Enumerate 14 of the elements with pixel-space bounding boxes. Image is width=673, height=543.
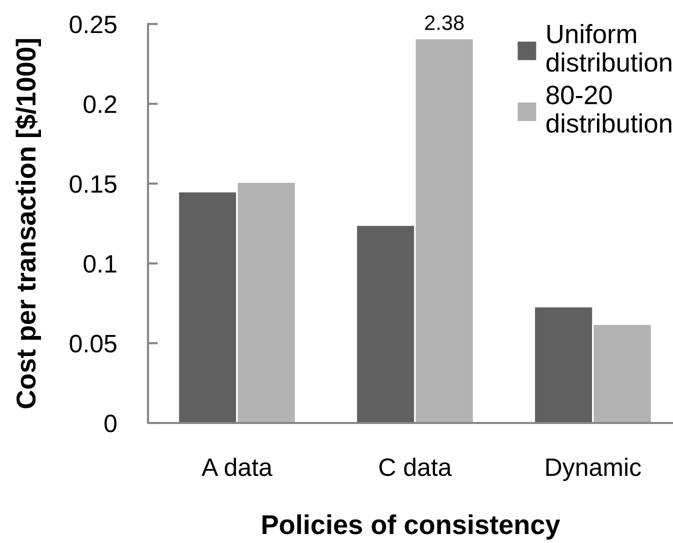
y-tick-label: 0.15 [70,175,116,193]
y-tick-label: 0.1 [84,255,116,273]
annotation: 2.38 [425,15,464,30]
x-tick-label: A data [202,458,272,476]
y-tick-label: 0.05 [70,334,116,353]
y-tick-label: 0.25 [70,16,116,34]
y-tick-label: 0 [104,414,116,432]
x-axis-title: Policies of consistency [262,514,560,540]
legend-label: Uniform distribution [546,24,672,72]
x-tick-label: C data [379,458,452,476]
legend-label: 80-20 distribution [546,86,672,133]
y-axis-title: Cost per transaction [$/1000] [15,39,42,408]
y-tick-label: 0.2 [84,95,116,114]
x-tick-label: Dynamic [546,458,641,482]
